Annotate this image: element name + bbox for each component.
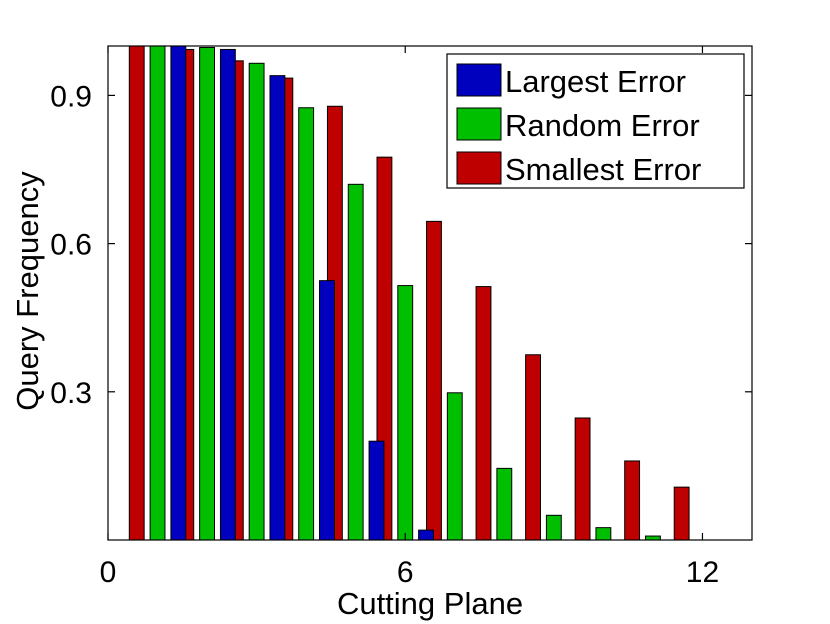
bar-random-error-8 xyxy=(496,467,513,541)
bar-smallest-error-8 xyxy=(475,286,492,541)
x-tick-label: 0 xyxy=(100,556,117,589)
bar-random-error-6 xyxy=(397,285,414,541)
y-axis-title: Query Frequency xyxy=(10,171,45,411)
bar-random-error-9 xyxy=(545,514,562,541)
bar-smallest-error-12 xyxy=(673,486,690,541)
y-axis-tick-labels: 0.3 0.6 0.9 xyxy=(50,80,92,409)
bar-random-error-2 xyxy=(199,46,216,541)
y-tick-label: 0.6 xyxy=(50,229,92,262)
bar-largest-error-5 xyxy=(368,440,385,541)
bar-largest-error-2 xyxy=(219,48,236,541)
legend-swatch-smallest-error xyxy=(456,151,502,185)
y-tick-label: 0.9 xyxy=(50,80,92,113)
bar-smallest-error-1 xyxy=(128,45,145,541)
bar-random-error-10 xyxy=(595,527,612,541)
bar-largest-error-1 xyxy=(170,45,187,541)
legend-items: Largest Error Random Error Smallest Error xyxy=(456,63,701,187)
bar-largest-error-3 xyxy=(269,75,286,541)
tick-marks xyxy=(107,46,752,540)
legend-label-random-error: Random Error xyxy=(505,108,700,143)
bar-random-error-3 xyxy=(248,62,265,541)
bar-random-error-7 xyxy=(446,392,463,541)
bar-random-error-5 xyxy=(347,183,364,541)
x-axis-title: Cutting Plane xyxy=(337,586,523,621)
x-tick-label: 6 xyxy=(397,556,414,589)
plot-area-frame xyxy=(107,45,753,541)
legend-swatch-random-error xyxy=(456,107,502,141)
legend-label-largest-error: Largest Error xyxy=(505,64,686,99)
bar-largest-error-6 xyxy=(418,529,434,541)
legend-label-smallest-error: Smallest Error xyxy=(505,152,701,187)
legend: Largest Error Random Error Smallest Error xyxy=(446,53,745,189)
x-tick-label: 12 xyxy=(686,556,719,589)
y-tick-label: 0.3 xyxy=(50,377,92,410)
bar-smallest-error-10 xyxy=(574,417,591,541)
bar-smallest-error-7 xyxy=(426,220,442,541)
legend-swatch-largest-error xyxy=(456,63,502,97)
bar-smallest-error-11 xyxy=(624,460,641,541)
x-axis-tick-labels: 0 6 12 xyxy=(100,556,719,589)
bar-largest-error-4 xyxy=(319,280,335,541)
bars-layer xyxy=(128,45,690,541)
bar-smallest-error-9 xyxy=(525,354,541,541)
bar-random-error-4 xyxy=(298,107,315,541)
bar-random-error-1 xyxy=(149,45,166,541)
